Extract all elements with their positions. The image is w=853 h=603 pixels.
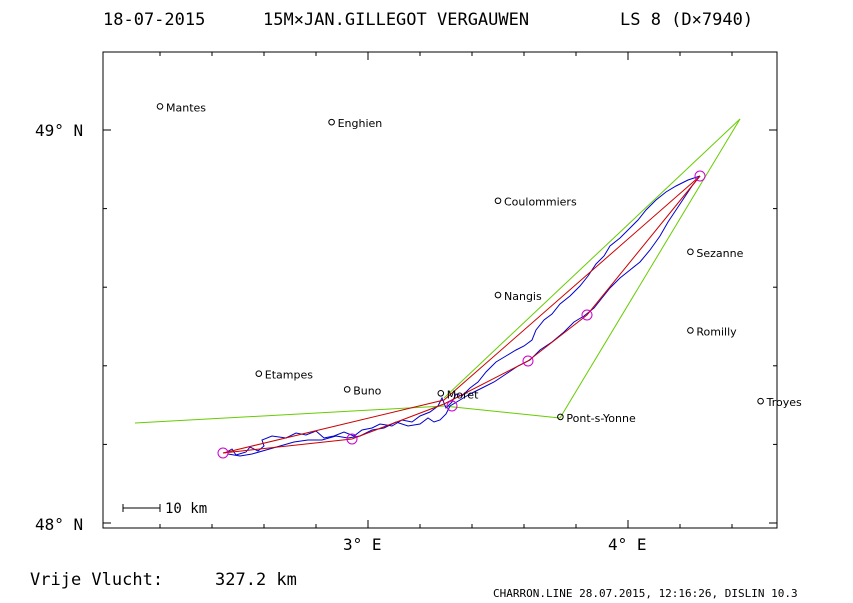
axis-ticks xyxy=(103,52,777,528)
track-path-outbound xyxy=(224,175,701,456)
turnpoint-5 xyxy=(694,170,706,182)
turnpoint-3 xyxy=(522,355,534,367)
scale-bar xyxy=(122,504,161,512)
map-frame xyxy=(102,51,778,529)
place-marker xyxy=(757,397,764,405)
scale-bar-label: 10 km xyxy=(165,501,207,517)
credit-line: CHARRON.LINE 28.07.2015, 12:16:26, DISLI… xyxy=(493,587,798,600)
place-marker xyxy=(687,327,694,334)
place-marker xyxy=(156,103,164,110)
place-label: Coulommiers xyxy=(504,196,577,209)
place-marker xyxy=(557,413,564,421)
flight-track xyxy=(224,175,701,457)
place-marker xyxy=(255,370,263,377)
place-label: Etampes xyxy=(265,369,313,382)
place-label: Sezanne xyxy=(696,247,743,260)
place-label: Enghien xyxy=(338,117,383,130)
glider-logger: LS 8 (D×7940) xyxy=(620,10,753,30)
distance-label: Vrije Vlucht: xyxy=(30,570,163,590)
lat-label-48: 48° N xyxy=(35,515,83,534)
pilot-name: 15M×JAN.GILLEGOT VERGAUWEN xyxy=(263,10,529,30)
place-label: Moret xyxy=(447,388,479,401)
turnpoint-start xyxy=(217,447,229,459)
task-line-out xyxy=(222,175,701,454)
places-layer: Mantes Enghien Coulommiers Sezanne Nangis Rom… xyxy=(156,101,802,425)
lon-label-3: 3° E xyxy=(343,535,382,554)
place-label: Mantes xyxy=(166,101,206,114)
place-label: Romilly xyxy=(696,325,737,338)
place-marker xyxy=(494,197,502,205)
start-sector xyxy=(134,405,561,424)
lon-label-4: 4° E xyxy=(608,535,647,554)
flight-date: 18-07-2015 xyxy=(103,10,205,30)
place-marker xyxy=(343,386,351,393)
turnpoints xyxy=(217,170,706,459)
place-marker xyxy=(328,118,335,126)
task-line-back xyxy=(222,175,701,454)
track-path-return xyxy=(227,175,701,457)
turnpoint-4 xyxy=(581,309,593,321)
turnpoint-2 xyxy=(446,400,458,412)
task-legs xyxy=(222,175,701,454)
place-label: Buno xyxy=(353,384,381,397)
place-label: Pont-s-Yonne xyxy=(566,412,636,425)
place-marker xyxy=(687,248,694,256)
turnpoint-1 xyxy=(346,433,358,445)
place-marker xyxy=(494,291,502,299)
lat-label-49: 49° N xyxy=(35,121,83,140)
place-marker xyxy=(437,390,445,397)
turn-sector-right xyxy=(559,118,741,419)
place-label: Troyes xyxy=(766,396,802,409)
place-label: Nangis xyxy=(504,290,542,303)
sector-lines xyxy=(134,118,741,424)
turn-sector-left xyxy=(443,118,741,399)
distance-value: 327.2 km xyxy=(215,570,297,590)
